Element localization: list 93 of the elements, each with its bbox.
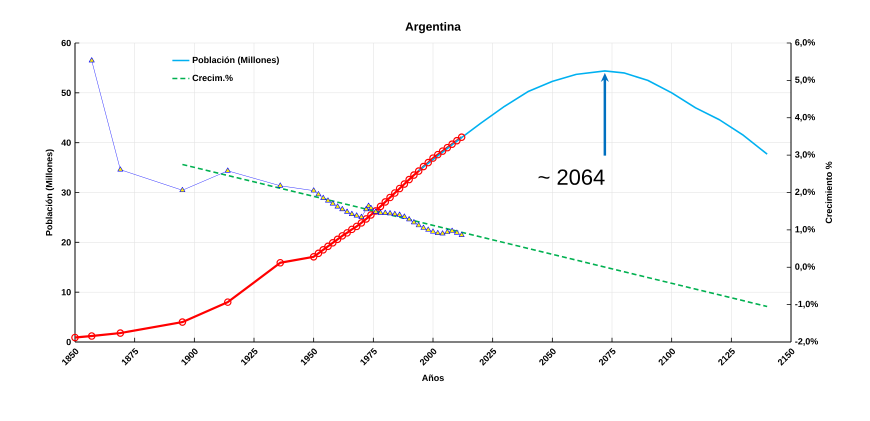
point [429,154,437,162]
point [334,203,340,208]
y-tick-label: 40 [61,139,71,146]
y2-tick-label: 1,0% [795,226,816,234]
point [178,318,186,326]
point [358,219,366,227]
point [434,150,442,158]
x-axis-title: Años [422,374,444,382]
point [396,212,402,217]
point [358,214,364,219]
point [330,200,336,206]
legend-label: Crecim.% [192,74,233,82]
point [310,187,317,192]
point [343,229,351,237]
y-tick-label: 30 [61,189,71,196]
point [348,226,356,234]
point [396,184,404,192]
point [416,222,422,228]
point [454,230,460,235]
y2-tick-label: -2,0% [795,338,818,346]
point [444,228,450,234]
point [352,222,360,230]
point [405,176,413,184]
point [344,208,350,214]
y2-tick-label: 5,0% [795,76,816,84]
point [180,186,186,192]
point [444,144,452,152]
point [411,219,417,224]
point [391,189,399,197]
point [88,57,95,62]
point [367,211,375,219]
point [430,228,436,234]
point [324,242,332,250]
point [116,329,124,337]
y2-tick-label: 3,0% [795,151,816,159]
y-tick-label: 10 [62,288,71,296]
point [438,147,446,155]
point [277,182,284,188]
point [117,166,124,172]
point [328,239,337,247]
y2-tick-label: 2,0% [795,188,816,196]
point [376,202,384,210]
chart-title: Argentina [405,22,461,34]
point [378,210,384,215]
y2-tick-label: 4,0% [794,114,816,122]
point [325,197,331,203]
point [316,191,322,196]
point [424,158,432,166]
point [338,232,346,240]
point [224,168,231,173]
point [420,162,428,170]
point [348,210,355,216]
point [88,332,96,340]
y2-tick-label: 6,0% [795,39,816,47]
point [420,224,426,230]
y2-tick-label: 0,0% [795,263,816,272]
y2-axis-title: Crecimiento % [825,162,832,224]
y-tick-label: 20 [62,239,71,246]
point [382,210,388,215]
point [334,236,342,244]
point [406,216,412,222]
point [339,206,346,212]
y-tick-label: 50 [61,90,71,96]
point [381,198,390,206]
point [276,258,284,267]
point [362,215,370,223]
annotation: ~ 2064 [538,169,605,185]
point [440,230,446,236]
point [458,232,465,237]
point [434,230,441,236]
point [449,228,455,233]
point [400,180,408,188]
point [414,167,422,175]
point [320,194,326,200]
legend-label: Población (Millones) [192,56,279,65]
y-axis-title: Población (Millones) [46,149,54,236]
point [392,210,398,216]
point [368,204,374,210]
point [354,212,360,218]
point [386,194,394,202]
y2-tick-label: -1,0% [795,300,818,308]
point [319,246,328,254]
y-tick-label: 0 [66,338,71,346]
point [453,136,461,144]
point [224,298,232,306]
point [448,140,456,148]
point [410,171,418,179]
y-tick-label: 60 [62,40,71,46]
point [387,210,393,216]
point [401,214,408,219]
point [425,226,432,232]
point [310,253,318,261]
point [314,250,322,258]
